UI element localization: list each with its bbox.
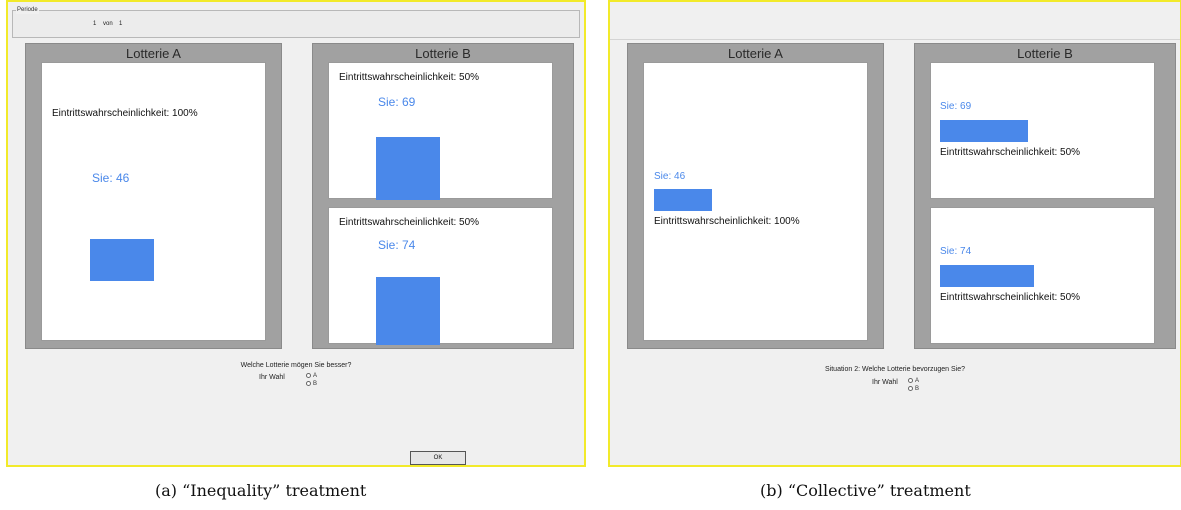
lottery-b-outcome-box-1: Eintrittswahrscheinlichkeit: 50% Sie: 69 [328, 62, 553, 200]
radio-option-a-label: A [313, 373, 318, 380]
radio-option-b[interactable]: B [908, 386, 919, 392]
lottery-a-sie-label: Sie: 46 [654, 171, 686, 182]
lottery-b-bar-2 [940, 265, 1034, 287]
lottery-a-bar [654, 189, 712, 211]
choice-label: Ihr Wahl [872, 379, 898, 386]
lottery-b-probability-1: Eintrittswahrscheinlichkeit: 50% [940, 147, 1081, 158]
lottery-a-title: Lotterie A [126, 46, 181, 61]
lottery-b-sie-label-2: Sie: 74 [378, 238, 416, 252]
inequality-screen: Periode 1 von 1 Lotterie A Eintrittswahr… [6, 0, 586, 467]
lottery-b-outcome-box-2: Eintrittswahrscheinlichkeit: 50% Sie: 74 [328, 207, 553, 345]
radio-circle-icon [908, 378, 913, 383]
lottery-a-panel: Lotterie A Eintrittswahrscheinlichkeit: … [25, 43, 282, 349]
caption-b: (b) “Collective” treatment [760, 481, 971, 500]
lottery-b-probability-2: Eintrittswahrscheinlichkeit: 50% [940, 292, 1081, 303]
choice-label: Ihr Wahl [259, 374, 285, 381]
ok-button[interactable]: OK [410, 451, 466, 465]
radio-circle-icon [306, 373, 311, 378]
lottery-b-sie-label-1: Sie: 69 [940, 101, 972, 112]
lottery-a-probability: Eintrittswahrscheinlichkeit: 100% [52, 108, 198, 119]
radio-option-a[interactable]: A [306, 373, 317, 379]
lottery-b-title: Lotterie B [415, 46, 471, 61]
radio-option-b-label: B [313, 381, 318, 388]
lottery-b-bar-1 [376, 137, 440, 200]
lottery-a-title: Lotterie A [728, 46, 783, 61]
lottery-b-outcome-box-2: Sie: 74 Eintrittswahrscheinlichkeit: 50% [930, 207, 1155, 344]
lottery-a-sie-label: Sie: 46 [92, 171, 130, 185]
lottery-a-panel: Lotterie A Sie: 46 Eintrittswahrscheinli… [627, 43, 884, 349]
lottery-a-outcome-box: Eintrittswahrscheinlichkeit: 100% Sie: 4… [41, 62, 266, 341]
radio-circle-icon [306, 381, 311, 386]
lottery-b-outcome-box-1: Sie: 69 Eintrittswahrscheinlichkeit: 50% [930, 62, 1155, 199]
radio-option-b-label: B [915, 386, 920, 393]
lottery-b-bar-1 [940, 120, 1028, 142]
periode-total: 1 [119, 21, 123, 27]
lottery-b-bar-2 [376, 277, 440, 345]
radio-circle-icon [908, 386, 913, 391]
lottery-b-panel: Lotterie B Sie: 69 Eintrittswahrscheinli… [914, 43, 1176, 349]
periode-label: Periode [16, 6, 39, 14]
lottery-b-title: Lotterie B [1017, 46, 1073, 61]
periode-box: Periode 1 von 1 [12, 6, 580, 38]
caption-a: (a) “Inequality” treatment [155, 481, 367, 500]
lottery-a-probability: Eintrittswahrscheinlichkeit: 100% [654, 216, 800, 227]
radio-option-a[interactable]: A [908, 378, 919, 384]
lottery-a-bar [90, 239, 154, 281]
lottery-b-probability-2: Eintrittswahrscheinlichkeit: 50% [339, 217, 480, 228]
periode-von: von [103, 21, 113, 27]
question-text: Welche Lotterie mögen Sie besser? [240, 362, 352, 369]
periode-current: 1 [93, 21, 97, 27]
question-text: Situation 2: Welche Lotterie bevorzugen … [825, 366, 965, 373]
lottery-b-sie-label-1: Sie: 69 [378, 95, 416, 109]
lottery-a-outcome-box: Sie: 46 Eintrittswahrscheinlichkeit: 100… [643, 62, 868, 341]
radio-option-a-label: A [915, 378, 920, 385]
radio-option-b[interactable]: B [306, 381, 317, 387]
collective-screen: Lotterie A Sie: 46 Eintrittswahrscheinli… [608, 0, 1181, 467]
lottery-b-panel: Lotterie B Eintrittswahrscheinlichkeit: … [312, 43, 574, 349]
lottery-b-sie-label-2: Sie: 74 [940, 246, 972, 257]
top-strip [610, 2, 1180, 40]
lottery-b-probability-1: Eintrittswahrscheinlichkeit: 50% [339, 72, 480, 83]
